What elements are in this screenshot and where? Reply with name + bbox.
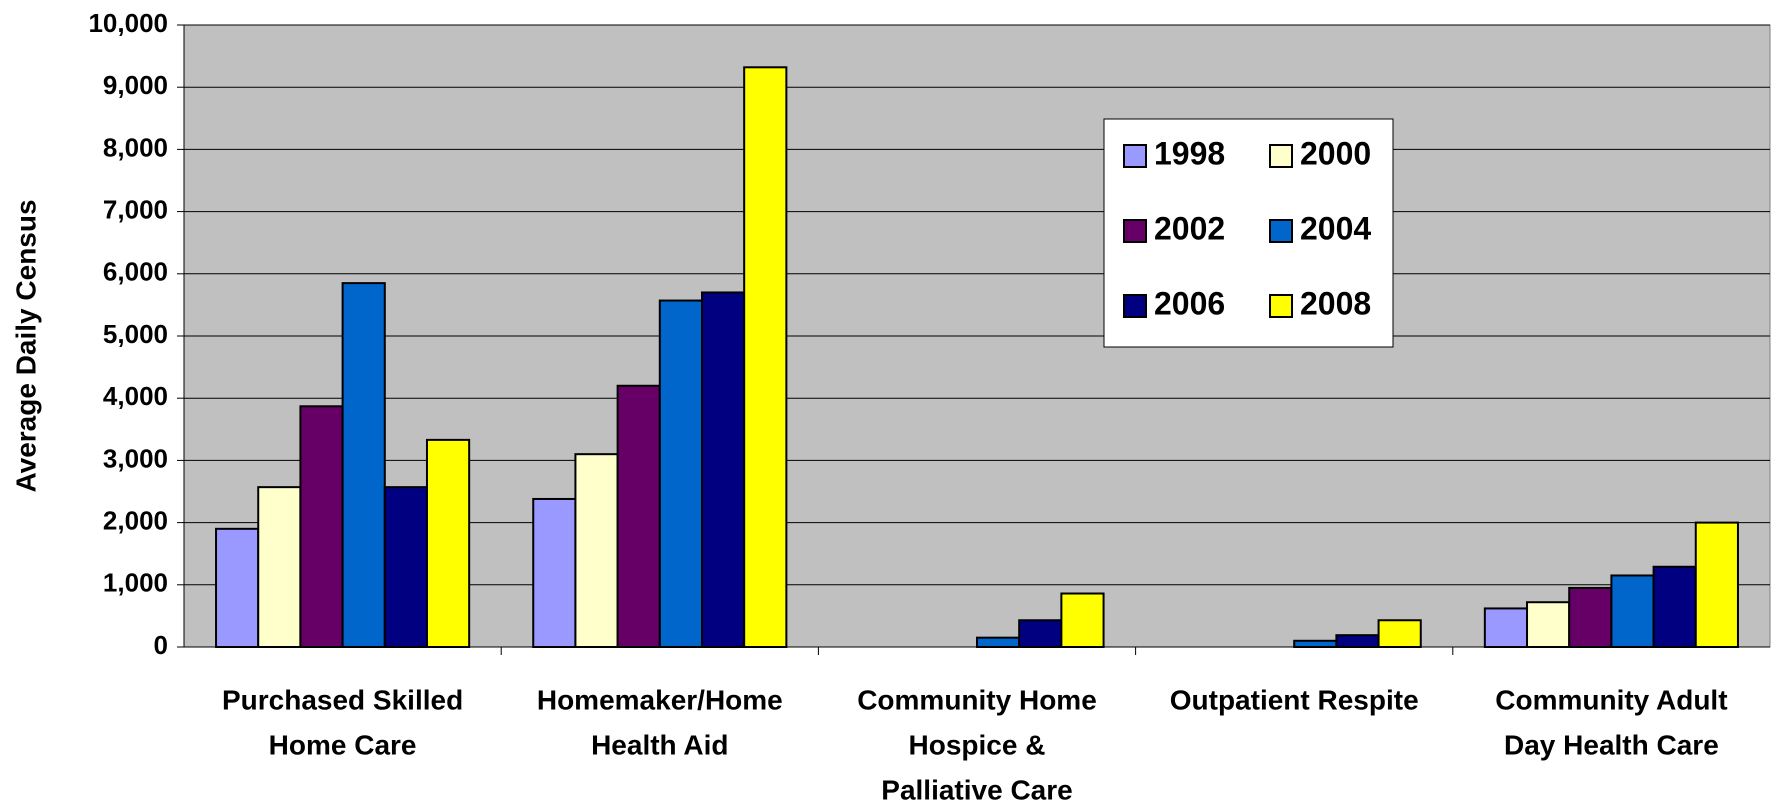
x-tick-label: Home Care [269, 729, 417, 760]
bar [1018, 619, 1063, 649]
y-tick-label: 2,000 [103, 505, 168, 535]
bar [1060, 592, 1105, 648]
legend-swatch [1269, 144, 1293, 168]
bar [215, 527, 260, 649]
y-tick-label: 3,000 [103, 443, 168, 473]
legend-swatch [1269, 219, 1293, 243]
legend-label: 2008 [1300, 285, 1371, 321]
x-tick-label: Homemaker/Home [537, 684, 783, 715]
y-tick-label: 7,000 [103, 194, 168, 224]
bar [383, 486, 428, 648]
bar [1568, 586, 1613, 648]
bar [1610, 574, 1655, 648]
bar [1377, 619, 1422, 649]
x-tick-label: Community Adult [1495, 684, 1727, 715]
bar [700, 291, 746, 648]
x-tick-label: Hospice & [909, 729, 1046, 760]
legend-swatch [1123, 294, 1147, 318]
bar [574, 453, 619, 648]
bar [1293, 639, 1338, 649]
bar [425, 438, 471, 648]
bar [616, 384, 661, 648]
y-tick-label: 0 [154, 630, 168, 660]
legend-label: 2004 [1300, 210, 1371, 246]
bar [1335, 634, 1380, 649]
bar [299, 405, 344, 649]
legend-swatch [1123, 144, 1147, 168]
y-tick-label: 6,000 [103, 257, 168, 287]
bar [341, 282, 386, 648]
y-tick-label: 10,000 [88, 8, 168, 38]
y-tick-label: 9,000 [103, 70, 168, 100]
x-tick-label: Day Health Care [1504, 729, 1719, 760]
x-tick-label: Purchased Skilled [222, 684, 463, 715]
legend [1103, 118, 1394, 348]
bar [1652, 565, 1697, 649]
legend-label: 2002 [1154, 210, 1225, 246]
legend-label: 1998 [1154, 135, 1225, 171]
x-tick-label: Health Aid [591, 729, 728, 760]
bar [976, 636, 1021, 648]
legend-label: 2000 [1300, 135, 1371, 171]
bar [658, 299, 703, 648]
legend-label: 2006 [1154, 285, 1225, 321]
bar [743, 66, 788, 648]
y-tick-label: 5,000 [103, 319, 168, 349]
y-tick-label: 8,000 [103, 132, 168, 162]
x-tick-label: Outpatient Respite [1170, 684, 1419, 715]
x-tick-label: Community Home [857, 684, 1097, 715]
bar [1526, 601, 1571, 649]
x-tick-label: Palliative Care [881, 774, 1072, 805]
bar [1694, 521, 1739, 648]
y-axis-label: Average Daily Census [10, 199, 41, 492]
y-tick-label: 1,000 [103, 568, 168, 598]
bar [1483, 607, 1529, 648]
bar [532, 497, 577, 648]
legend-swatch [1269, 294, 1293, 318]
legend-swatch [1123, 219, 1147, 243]
y-tick-label: 4,000 [103, 381, 168, 411]
bar [257, 486, 302, 648]
